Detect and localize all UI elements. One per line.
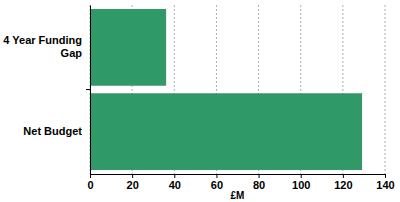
x-axis-title: £M xyxy=(231,190,245,201)
y-tick: 4 Year FundingGap xyxy=(3,34,90,59)
bar xyxy=(90,9,166,85)
y-axis: 4 Year FundingGap Net Budget xyxy=(3,6,90,175)
x-tick-label: 80 xyxy=(253,179,265,191)
bar xyxy=(90,94,362,170)
x-axis-line xyxy=(91,175,386,179)
x-tick: 120 xyxy=(334,174,352,191)
y-separator xyxy=(86,89,90,90)
x-tick: 40 xyxy=(169,174,181,191)
x-tick: 140 xyxy=(376,174,394,191)
plot: 0 20 40 60 80 100 120 140 4 Year FundingGap Net B… xyxy=(3,5,394,191)
grid xyxy=(90,5,385,174)
x-tick: 20 xyxy=(127,174,139,191)
bars xyxy=(90,9,362,170)
x-axis: 0 20 40 60 80 100 120 140 xyxy=(87,174,394,191)
x-tick-label: 100 xyxy=(292,179,310,191)
y-tick-label: Net Budget xyxy=(23,125,82,137)
grid-line xyxy=(385,5,386,174)
x-tick-mark xyxy=(132,174,133,178)
x-tick-mark xyxy=(259,174,260,178)
x-tick-mark xyxy=(343,174,344,178)
x-tick: 60 xyxy=(211,174,223,191)
y-tick-label: 4 Year FundingGap xyxy=(3,34,82,59)
x-tick-mark xyxy=(90,174,91,178)
x-tick-mark xyxy=(385,174,386,178)
x-tick-label: 0 xyxy=(87,179,93,191)
x-tick: 0 xyxy=(87,174,93,191)
x-tick-label: 120 xyxy=(334,179,352,191)
x-tick-label: 20 xyxy=(127,179,139,191)
x-tick: 100 xyxy=(292,174,310,191)
x-tick-mark xyxy=(174,174,175,178)
x-tick-label: 140 xyxy=(376,179,394,191)
x-tick: 80 xyxy=(253,174,265,191)
y-axis-line xyxy=(90,6,91,175)
x-tick-label: 40 xyxy=(169,179,181,191)
x-tick-mark xyxy=(216,174,217,178)
y-tick: Net Budget xyxy=(23,125,90,137)
x-tick-mark xyxy=(301,174,302,178)
chart: 0 20 40 60 80 100 120 140 4 Year FundingGap Net B… xyxy=(0,0,400,202)
x-tick-label: 60 xyxy=(211,179,223,191)
